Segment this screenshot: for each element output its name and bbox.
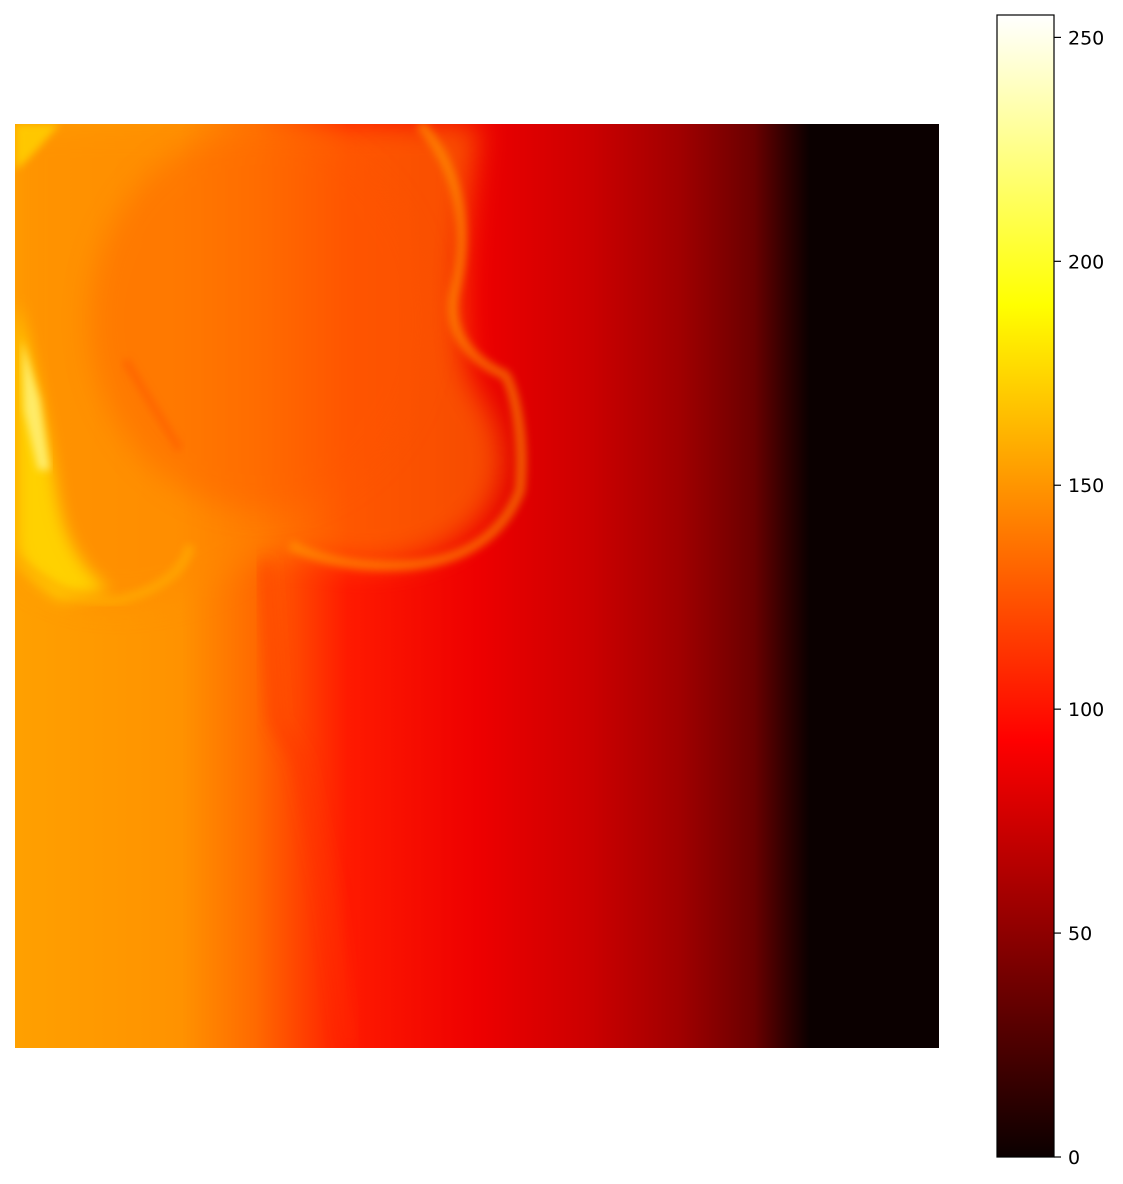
colorbar-tick-label-0: 0 — [1068, 1147, 1080, 1169]
colorbar-tick-label-150: 150 — [1068, 475, 1104, 497]
heatmap-top-corner — [15, 124, 60, 170]
heatmap-bright-edge — [15, 300, 110, 600]
colorbar: 0 50 100 150 200 250 — [996, 14, 1104, 1169]
colorbar-gradient — [996, 14, 1055, 1158]
colorbar-tick-label-200: 200 — [1068, 251, 1104, 273]
heatmap-vertical-structure — [258, 559, 357, 1048]
colorbar-tick-label-250: 250 — [1068, 27, 1104, 49]
heatmap-image — [15, 124, 939, 1048]
colorbar-ticks: 0 50 100 150 200 250 — [1054, 27, 1104, 1169]
heatmap-bone-contour — [287, 124, 527, 571]
heatmap-peak-streak — [22, 340, 50, 470]
heatmap-mottled-region — [90, 130, 430, 510]
colorbar-tick-label-100: 100 — [1068, 699, 1104, 721]
colorbar-tick-label-50: 50 — [1068, 923, 1092, 945]
heatmap-lower-lobe — [15, 543, 195, 606]
heatmap-diagonal-mark — [121, 357, 184, 453]
